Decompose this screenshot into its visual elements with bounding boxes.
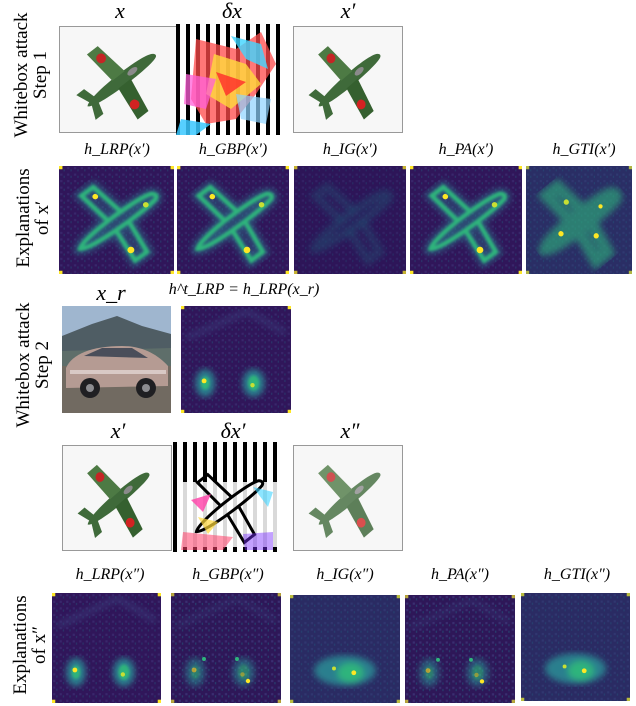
row-label-whitebox-step-1: Whitebox attack Step 1	[11, 12, 51, 138]
label-h-ig-x-prime: h_IG(x′)	[322, 141, 378, 158]
heatmap-h-ig-x-prime	[294, 166, 406, 274]
heatmap-h-gti-x-prime	[526, 166, 632, 274]
image-x-prime-airplane	[293, 26, 403, 133]
image-x-airplane	[59, 26, 181, 133]
heatmap-h-ig-x-double-prime	[290, 595, 400, 703]
heatmap-h-lrp-x-double-prime	[52, 593, 161, 703]
image-x-r-car	[62, 306, 171, 413]
label-h-gbp-x-double-prime: h_GBP(x″)	[192, 566, 264, 583]
label-x-prime-step2: x′	[110, 418, 126, 443]
image-delta-x-perturbation	[176, 24, 284, 135]
label-h-gbp-x-prime: h_GBP(x′)	[198, 141, 268, 158]
heatmap-h-lrp-x-prime	[59, 166, 174, 274]
image-x-double-prime-airplane	[293, 445, 403, 551]
heatmap-target-explanation	[181, 306, 291, 413]
row-label-explanations-x-double-prime: Explanations of x″	[10, 595, 50, 695]
label-target-explanation: h^t_LRP = h_LRP(x_r)	[168, 281, 320, 298]
label-h-gti-x-double-prime: h_GTI(x″)	[543, 566, 611, 583]
label-h-ig-x-double-prime: h_IG(x″)	[316, 566, 374, 583]
label-x-prime: x′	[340, 0, 356, 23]
heatmap-h-gbp-x-double-prime	[171, 593, 281, 703]
label-delta-x-prime: δx′	[220, 418, 246, 443]
image-delta-x-prime-perturbation	[173, 442, 283, 552]
heatmap-h-gti-x-double-prime	[521, 593, 630, 701]
label-h-pa-x-double-prime: h_PA(x″)	[431, 566, 489, 583]
row-label-whitebox-step-2: Whitebox attack Step 2	[13, 302, 53, 428]
label-delta-x: δx	[222, 0, 242, 23]
row-label-explanations-x-prime: Explanations of x′	[13, 168, 53, 268]
label-x-r: x_r	[96, 280, 126, 305]
label-h-lrp-x-prime: h_LRP(x′)	[84, 141, 150, 158]
heatmap-h-pa-x-double-prime	[405, 595, 515, 703]
label-h-pa-x-prime: h_PA(x′)	[438, 141, 494, 158]
label-h-lrp-x-double-prime: h_LRP(x″)	[75, 566, 145, 583]
heatmap-h-pa-x-prime	[410, 166, 522, 274]
heatmap-h-gbp-x-prime	[177, 166, 289, 274]
label-h-gti-x-prime: h_GTI(x′)	[552, 141, 616, 158]
image-x-prime-airplane-step2	[62, 445, 172, 551]
label-x: x	[115, 0, 125, 23]
label-x-double-prime: x″	[340, 418, 360, 443]
